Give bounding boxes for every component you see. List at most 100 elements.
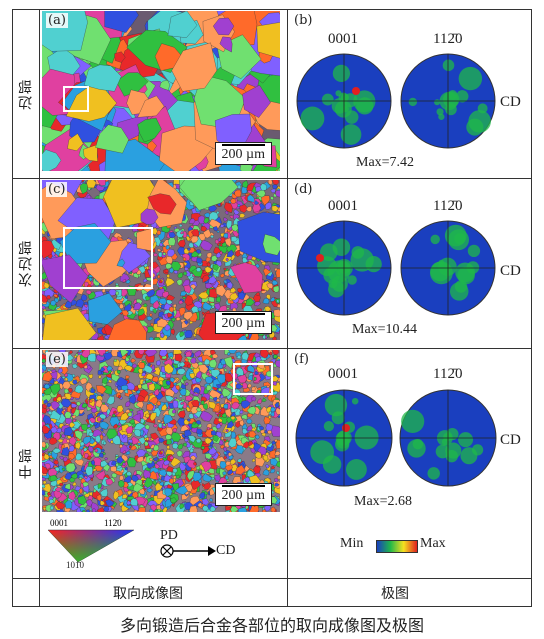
grain xyxy=(93,324,97,328)
grain xyxy=(83,490,88,496)
ebsd-image xyxy=(42,11,280,171)
grain xyxy=(42,149,62,171)
grain xyxy=(223,284,228,289)
grain xyxy=(95,398,103,408)
grain xyxy=(253,376,257,381)
grain xyxy=(159,451,163,455)
grain xyxy=(226,249,234,258)
grain xyxy=(268,351,273,356)
grain xyxy=(179,388,187,396)
grain xyxy=(263,416,271,425)
grain xyxy=(247,375,253,381)
grain xyxy=(127,412,133,417)
grain xyxy=(189,448,194,453)
grain xyxy=(158,437,165,443)
grain xyxy=(61,446,70,457)
ebsd-grains xyxy=(42,11,280,171)
intensity-blob xyxy=(321,93,334,106)
grain xyxy=(224,202,233,214)
grain xyxy=(126,500,132,506)
grain xyxy=(159,504,165,511)
grain xyxy=(42,507,47,511)
intensity-blob xyxy=(408,97,418,107)
grain xyxy=(197,215,205,225)
grain xyxy=(138,362,145,369)
grain xyxy=(44,383,50,389)
grain xyxy=(213,226,219,232)
grain xyxy=(209,505,216,512)
grain xyxy=(84,475,88,480)
grain xyxy=(259,426,265,431)
grain xyxy=(118,501,124,507)
grain xyxy=(88,431,94,437)
grain xyxy=(137,507,146,512)
intensity-blob xyxy=(441,438,449,446)
grain xyxy=(53,293,58,298)
grain xyxy=(78,477,83,480)
grain xyxy=(183,271,188,276)
intensity-blob xyxy=(446,427,459,441)
grain xyxy=(113,358,118,362)
grain xyxy=(144,452,150,458)
grain xyxy=(157,307,162,312)
grain xyxy=(49,409,62,421)
grain xyxy=(133,429,142,437)
grain xyxy=(216,373,226,384)
grain xyxy=(212,264,219,271)
grain xyxy=(42,441,47,449)
grain xyxy=(212,435,219,443)
grain xyxy=(169,455,174,460)
grain xyxy=(169,356,174,360)
grain xyxy=(183,311,194,321)
grain xyxy=(102,452,106,456)
grain xyxy=(167,312,173,318)
grain xyxy=(141,372,147,377)
grain xyxy=(140,208,159,225)
grain xyxy=(145,373,154,380)
grain xyxy=(145,437,149,441)
ebsd-map-e: (e) 200 µm xyxy=(42,350,280,512)
grain xyxy=(270,196,274,200)
grain xyxy=(252,203,262,213)
grain xyxy=(177,272,184,279)
grain xyxy=(85,465,94,476)
grain xyxy=(225,474,229,481)
grain xyxy=(192,472,202,482)
grain xyxy=(81,294,88,301)
intensity-blob xyxy=(442,59,455,72)
grain xyxy=(271,425,280,437)
ebsd-map-c: (c) 200 µm xyxy=(42,180,280,340)
grain xyxy=(164,324,171,332)
grain xyxy=(124,389,128,394)
intensity-blob xyxy=(323,420,335,432)
grain xyxy=(86,455,92,461)
grain xyxy=(143,278,148,283)
grain xyxy=(111,472,118,478)
grain xyxy=(42,393,45,397)
grain xyxy=(203,482,211,490)
grain xyxy=(155,287,165,298)
grain xyxy=(227,352,231,356)
grain xyxy=(137,442,141,446)
grain xyxy=(145,413,150,419)
intensity-peak xyxy=(342,424,350,432)
grain xyxy=(189,372,196,379)
grain xyxy=(100,428,104,432)
grain xyxy=(152,456,158,462)
pf-title-1120: 112̄0 xyxy=(433,31,463,47)
grain xyxy=(271,279,279,286)
grain xyxy=(195,465,201,470)
grain xyxy=(215,296,221,303)
grain xyxy=(42,294,49,303)
panel-label: (a) xyxy=(46,13,68,28)
grain xyxy=(158,481,164,486)
grain xyxy=(220,436,224,441)
scale-bar: 200 µm xyxy=(214,483,272,506)
grain xyxy=(231,236,238,243)
grain xyxy=(215,422,222,429)
grain xyxy=(113,423,119,429)
grain xyxy=(227,437,237,448)
grain xyxy=(246,418,253,424)
grain xyxy=(154,388,160,396)
grain xyxy=(202,473,213,482)
